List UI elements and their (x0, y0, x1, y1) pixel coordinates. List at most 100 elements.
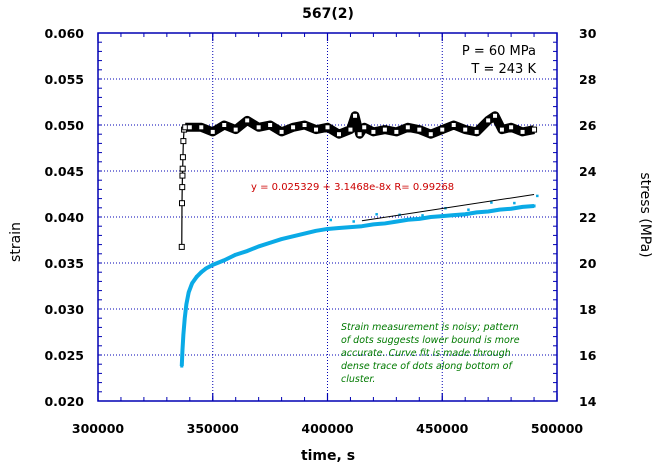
strain-point (467, 208, 470, 211)
strain-point (234, 253, 238, 257)
x-tick-label: 500000 (531, 421, 583, 436)
y-tick-label: 0.035 (44, 256, 84, 271)
stress-point (352, 112, 359, 119)
strain-point (184, 302, 188, 306)
stress-point (404, 124, 411, 131)
stress-point (531, 126, 538, 133)
stress-point (301, 122, 308, 128)
strain-point (303, 232, 307, 236)
strain-point (268, 241, 272, 245)
strain-point (498, 208, 502, 212)
strain-point (199, 270, 203, 274)
stress-point (335, 131, 342, 138)
strain-point (245, 249, 249, 253)
y-tick-label: 0.040 (44, 210, 84, 225)
x-tick-label: 400000 (301, 421, 353, 436)
strain-point (513, 201, 516, 205)
strain-point (509, 207, 513, 211)
plot-area-frame (97, 32, 558, 402)
stress-point (347, 126, 354, 133)
strain-point (211, 263, 215, 267)
strain-point (280, 237, 284, 241)
x-tick-label: 450000 (416, 421, 468, 436)
y-tick-labels: 0.020 0.025 0.030 0.035 0.040 0.045 0.050 0.055… (44, 26, 84, 409)
y-tick-label: 0.060 (44, 26, 84, 41)
stress-point (232, 126, 239, 133)
x-tick-label: 300000 (72, 421, 124, 436)
y-tick-label: 0.045 (44, 164, 84, 179)
stress-point (416, 126, 423, 133)
stress-point (324, 124, 331, 131)
strain-point (187, 290, 191, 294)
stress-point (221, 122, 228, 128)
stress-point (209, 128, 216, 135)
strain-point (452, 213, 456, 217)
y2-tick-label: 16 (579, 348, 597, 363)
fit-line (361, 193, 535, 222)
strain-point (204, 267, 208, 271)
strain-point (195, 275, 199, 279)
series-strain (179, 194, 539, 368)
stress-point (462, 126, 469, 133)
strain-point (181, 333, 185, 337)
y2-tick-labels: 14 16 18 20 22 24 26 28 30 (579, 26, 597, 409)
y-axis-title: strain (8, 222, 24, 262)
y2-axis-title: stress (MPa) (637, 172, 653, 257)
x-tick-labels: 300000 350000 400000 450000 500000 (72, 421, 583, 436)
stress-point (179, 172, 186, 179)
y2-tick-label: 28 (579, 72, 596, 87)
stress-point (508, 124, 515, 131)
y2-tick-label: 20 (579, 256, 597, 271)
strain-point (440, 214, 444, 218)
strain-point (291, 234, 295, 238)
stress-point (381, 126, 388, 133)
x-tick-label: 350000 (187, 421, 239, 436)
y2-tick-label: 26 (579, 118, 597, 133)
note-line: dense trace of dots along bottom of (341, 361, 513, 372)
stress-point (473, 128, 480, 135)
stress-point (313, 126, 320, 133)
stress-point (178, 200, 185, 207)
strain-point (180, 364, 184, 368)
stress-point (356, 131, 363, 138)
strain-point (490, 201, 493, 204)
strain-point (183, 316, 187, 320)
stress-point (179, 154, 186, 161)
strain-point (348, 225, 352, 229)
strain-point (371, 222, 375, 226)
note-line: accurate. Curve fit is made through (341, 348, 511, 359)
stress-point (439, 126, 446, 133)
strain-point (406, 218, 410, 222)
stress-point (492, 112, 499, 119)
stress-point (178, 243, 185, 250)
strain-point (421, 214, 424, 217)
y2-tick-label: 30 (579, 26, 597, 41)
stress-point (180, 138, 187, 145)
stress-point (179, 184, 186, 191)
note-line: cluster. (341, 374, 375, 385)
stress-point (244, 117, 251, 124)
stress-point (278, 128, 285, 135)
pressure-label: P = 60 MPa (462, 44, 536, 59)
x-axis-title: time, s (301, 448, 355, 464)
stress-point (370, 128, 377, 135)
y2-tick-label: 18 (579, 302, 596, 317)
strain-point (257, 244, 261, 248)
temperature-label: T = 243 K (470, 62, 536, 77)
strain-point (394, 220, 398, 224)
strain-point (360, 224, 364, 228)
strain-point (337, 226, 341, 230)
y2-tick-label: 22 (579, 210, 596, 225)
strain-point (352, 220, 355, 223)
y-tick-label: 0.055 (44, 72, 84, 87)
strain-point (486, 209, 490, 213)
stress-point (498, 126, 505, 133)
y-tick-label: 0.025 (44, 348, 84, 363)
strain-point (180, 348, 184, 352)
y-tick-label: 0.050 (44, 118, 84, 133)
stress-point (255, 124, 262, 131)
strain-point (521, 205, 525, 209)
strain-point (463, 212, 467, 216)
stress-point (267, 122, 274, 128)
